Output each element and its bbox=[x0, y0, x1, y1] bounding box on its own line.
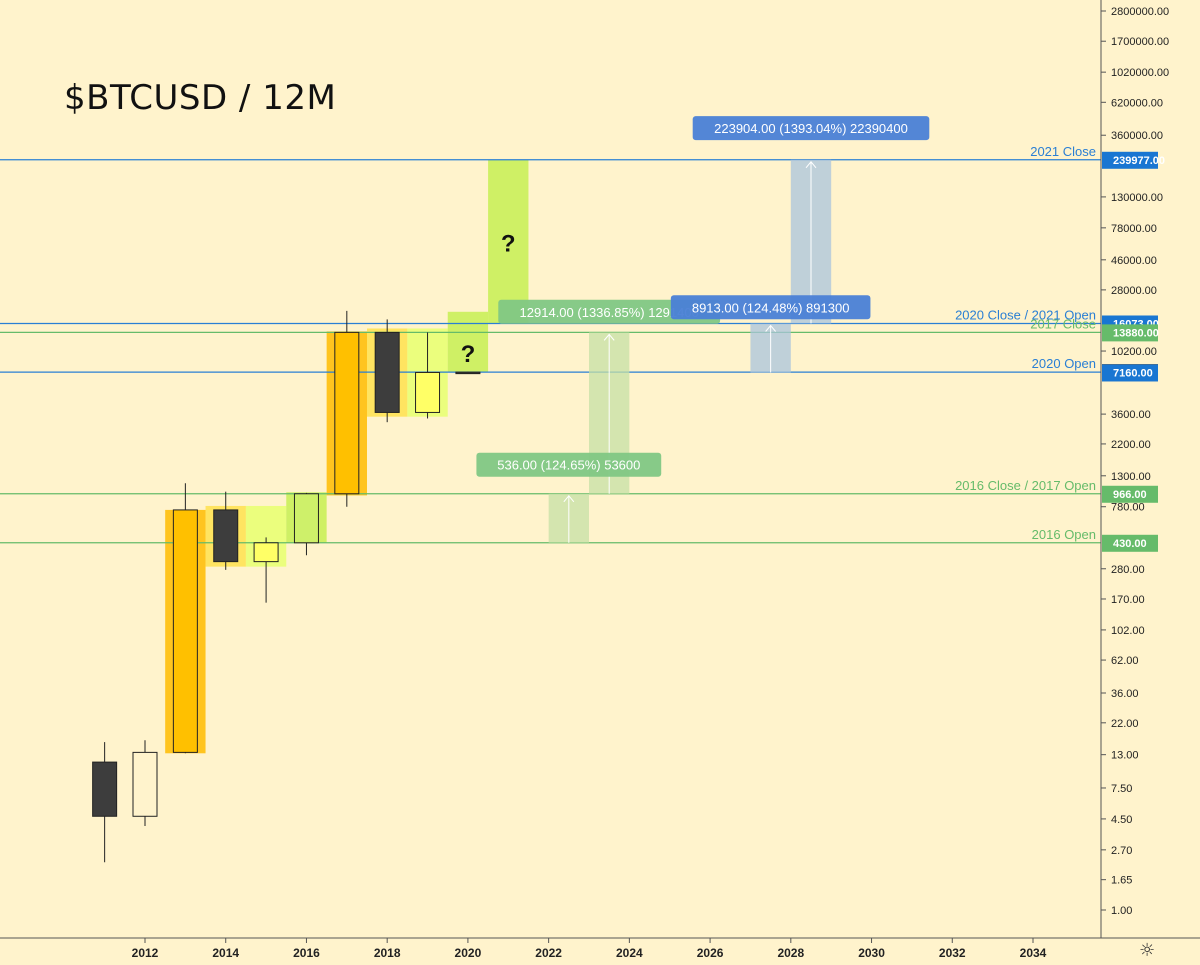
y-tick-label: 10200.00 bbox=[1111, 346, 1157, 358]
y-tick-label: 130000.00 bbox=[1111, 192, 1163, 204]
x-tick-label: 2028 bbox=[777, 946, 804, 960]
x-tick-label: 2020 bbox=[455, 946, 482, 960]
x-tick-label: 2024 bbox=[616, 946, 643, 960]
measure-label-box bbox=[670, 295, 871, 320]
candle-body bbox=[415, 371, 441, 413]
y-tick-label: 7.50 bbox=[1111, 783, 1132, 795]
price-badge-label: 966.00 bbox=[1113, 489, 1147, 501]
candle-body bbox=[172, 509, 198, 753]
candle-body bbox=[132, 751, 158, 817]
y-tick-label: 102.00 bbox=[1111, 625, 1145, 637]
candle-body bbox=[253, 542, 279, 563]
measure-arrowhead bbox=[805, 161, 817, 169]
measure-label-box bbox=[498, 299, 721, 324]
price-badge-label: 430.00 bbox=[1113, 538, 1147, 550]
price-badge-label: 239977.00 bbox=[1113, 155, 1165, 167]
level-label: 2020 Open bbox=[1032, 356, 1096, 371]
candle-body bbox=[455, 371, 481, 375]
price-badge bbox=[1102, 151, 1158, 169]
price-badge bbox=[1102, 364, 1158, 382]
measure-arrowhead bbox=[563, 494, 575, 503]
y-tick-label: 36.00 bbox=[1111, 688, 1139, 700]
x-tick-label: 2034 bbox=[1020, 946, 1047, 960]
y-tick-label: 3600.00 bbox=[1111, 409, 1151, 421]
measure-label: 536.00 (124.65%) 53600 bbox=[497, 458, 640, 473]
price-badge-label: 13880.00 bbox=[1113, 327, 1159, 339]
time-axis-panel bbox=[0, 938, 1101, 965]
x-tick-label: 2016 bbox=[293, 946, 320, 960]
x-tick-label: 2012 bbox=[132, 946, 159, 960]
y-tick-label: 780.00 bbox=[1111, 502, 1145, 514]
candle-body bbox=[334, 331, 360, 495]
candle-body bbox=[374, 331, 400, 413]
y-tick-label: 46000.00 bbox=[1111, 255, 1157, 267]
price-badge bbox=[1102, 324, 1158, 342]
measure-label-box bbox=[476, 452, 662, 477]
y-tick-label: 62.00 bbox=[1111, 655, 1139, 667]
zone-box bbox=[488, 159, 529, 324]
y-tick-label: 1700000.00 bbox=[1111, 36, 1169, 48]
y-tick-label: 28000.00 bbox=[1111, 285, 1157, 297]
level-label: 2016 Open bbox=[1032, 527, 1096, 542]
y-tick-label: 2800000.00 bbox=[1111, 6, 1169, 18]
candle-body bbox=[213, 509, 239, 563]
x-tick-label: 2030 bbox=[858, 946, 885, 960]
price-badge-label: 7160.00 bbox=[1113, 367, 1153, 379]
y-tick-label: 170.00 bbox=[1111, 594, 1145, 606]
y-tick-label: 22.00 bbox=[1111, 718, 1139, 730]
price-badge bbox=[1102, 485, 1158, 503]
annotation-text: ? bbox=[461, 341, 476, 368]
x-tick-label: 2018 bbox=[374, 946, 401, 960]
level-label: 2020 Close / 2021 Open bbox=[955, 307, 1096, 322]
y-tick-label: 2200.00 bbox=[1111, 439, 1151, 451]
measure-label: 223904.00 (1393.04%) 22390400 bbox=[714, 121, 908, 136]
price-badge bbox=[1102, 534, 1158, 552]
y-tick-label: 1.00 bbox=[1111, 905, 1132, 917]
level-label: 2021 Close bbox=[1030, 144, 1096, 159]
x-tick-label: 2022 bbox=[535, 946, 562, 960]
measure-label-box bbox=[692, 116, 930, 141]
x-tick-label: 2032 bbox=[939, 946, 966, 960]
y-tick-label: 1300.00 bbox=[1111, 471, 1151, 483]
measure-arrowhead bbox=[603, 333, 615, 341]
level-label: 2017 Close bbox=[1030, 316, 1096, 331]
y-tick-label: 280.00 bbox=[1111, 564, 1145, 576]
measure-label: 8913.00 (124.48%) 891300 bbox=[692, 300, 850, 315]
y-tick-label: 620000.00 bbox=[1111, 97, 1163, 109]
x-tick-label: 2014 bbox=[212, 946, 239, 960]
y-tick-label: 1.65 bbox=[1111, 875, 1132, 887]
y-tick-label: 13.00 bbox=[1111, 750, 1139, 762]
y-tick-label: 2.70 bbox=[1111, 845, 1132, 857]
gear-icon[interactable]: ☼ bbox=[1139, 940, 1156, 961]
annotation-text: ? bbox=[501, 231, 516, 258]
candle-body bbox=[293, 493, 319, 544]
y-tick-label: 78000.00 bbox=[1111, 223, 1157, 235]
y-tick-label: 4.50 bbox=[1111, 814, 1132, 826]
measure-label: 12914.00 (1336.85%) 1291400 bbox=[520, 305, 699, 320]
x-tick-label: 2026 bbox=[697, 946, 724, 960]
zone-box bbox=[447, 311, 489, 373]
y-tick-label: 360000.00 bbox=[1111, 130, 1163, 142]
measure-arrowhead bbox=[765, 324, 777, 332]
candle-body bbox=[92, 761, 118, 817]
chart-title: $BTCUSD / 12M bbox=[64, 78, 337, 118]
y-tick-label: 1020000.00 bbox=[1111, 67, 1169, 79]
level-label: 2016 Close / 2017 Open bbox=[955, 478, 1096, 493]
